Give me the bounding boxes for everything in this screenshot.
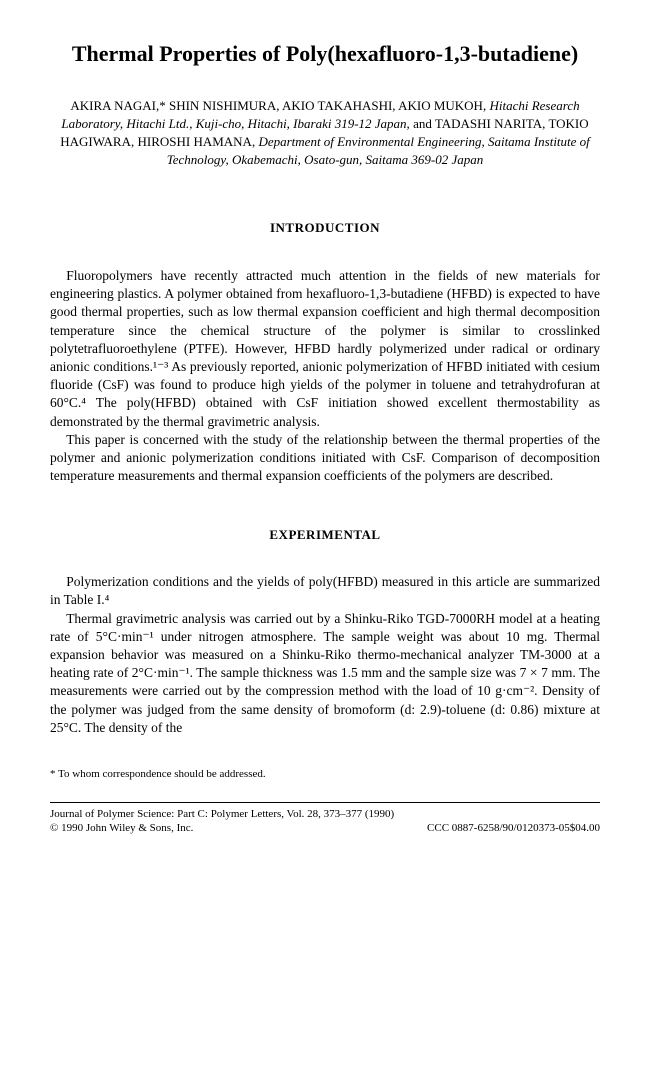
paragraph: Fluoropolymers have recently attracted m…	[50, 267, 600, 431]
paragraph: Polymerization conditions and the yields…	[50, 573, 600, 609]
introduction-body: Fluoropolymers have recently attracted m…	[50, 267, 600, 486]
authors-block: AKIRA NAGAI,* SHIN NISHIMURA, AKIO TAKAH…	[50, 97, 600, 170]
paper-title: Thermal Properties of Poly(hexafluoro-1,…	[50, 40, 600, 69]
paragraph: Thermal gravimetric analysis was carried…	[50, 610, 600, 738]
paragraph: This paper is concerned with the study o…	[50, 431, 600, 486]
footer-ccc: CCC 0887-6258/90/0120373-05$04.00	[427, 821, 600, 835]
section-heading-experimental: EXPERIMENTAL	[50, 526, 600, 544]
footer-citation: Journal of Polymer Science: Part C: Poly…	[50, 807, 600, 821]
footer-copyright: © 1990 John Wiley & Sons, Inc.	[50, 821, 193, 835]
correspondence-footnote: * To whom correspondence should be addre…	[50, 767, 600, 782]
section-heading-introduction: INTRODUCTION	[50, 219, 600, 237]
journal-footer: Journal of Polymer Science: Part C: Poly…	[50, 802, 600, 836]
experimental-body: Polymerization conditions and the yields…	[50, 573, 600, 737]
